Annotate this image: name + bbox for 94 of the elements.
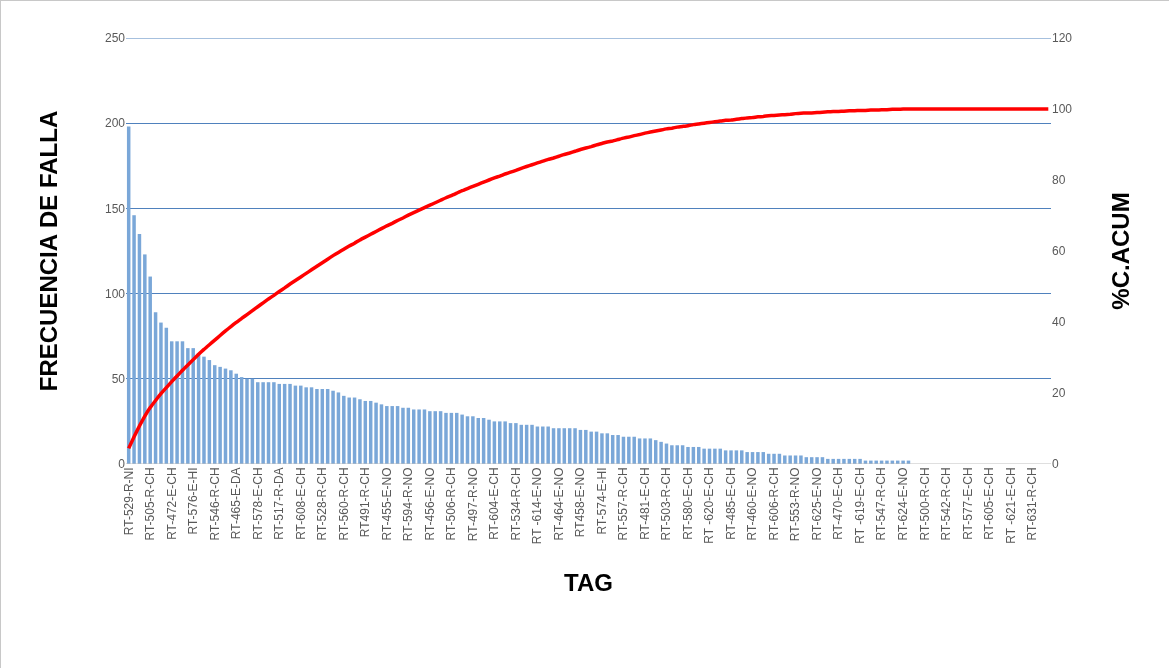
line-series [126, 107, 1051, 451]
x-tick-label: RT-605-E-CH [982, 467, 997, 540]
x-tick-label: RT-464-E-NO [551, 467, 566, 541]
y-tick-label: 50 [111, 372, 126, 386]
bar [686, 446, 690, 464]
x-tick-label: RT-506-R-CH [444, 467, 459, 541]
bar [374, 402, 378, 464]
x-tick-label: RT-594-R-NO [401, 467, 416, 542]
y2-tick-label: 120 [1052, 31, 1073, 46]
bar [557, 428, 561, 464]
y2-tick-label: 100 [1052, 102, 1073, 117]
x-tick-label: RT-547-R-CH [874, 467, 889, 541]
y-tick-label: 150 [104, 201, 126, 216]
bar [756, 452, 760, 464]
bar [315, 389, 319, 464]
bar [288, 383, 292, 464]
x-tick-label: RT-456-E-NO [422, 467, 437, 541]
x-tick-label: RT-608-E-CH [293, 467, 308, 540]
y-tick-label: 100 [104, 286, 126, 301]
y2-tick-label: 60 [1052, 244, 1066, 259]
y2-tick-label: 80 [1052, 173, 1066, 188]
bar [659, 441, 663, 464]
x-tick-label: RT -614-E-NO [530, 467, 545, 545]
bar [600, 433, 604, 464]
x-tick-label: RT-517-R-DA [272, 467, 287, 540]
x-tick-label: RT458-E-NO [573, 467, 588, 538]
x-tick-label: RT-574-E-HI [594, 467, 609, 535]
x-tick-label: RT-580-E-CH [680, 467, 695, 540]
bar [358, 399, 362, 464]
y2-tick-label: 40 [1052, 315, 1066, 330]
x-tick-label: RT-503-R-CH [659, 467, 674, 541]
x-tick-label: RT-465-E-DA [229, 467, 244, 540]
x-tick-label: RT-624-E-NO [896, 467, 911, 541]
x-tick-label: RT -621-E-CH [1003, 467, 1018, 544]
bar [815, 457, 819, 464]
bar [471, 416, 475, 464]
x-tick-label: RT-542-R-CH [939, 467, 954, 541]
bar [460, 414, 464, 464]
x-tick-label: RT-485-E-CH [723, 467, 738, 540]
bar [218, 366, 222, 464]
x-tick-label: RT-631-R-CH [1025, 467, 1040, 541]
x-tick-label: RT491-R-CH [358, 467, 373, 538]
x-tick-label: RT-481-E-CH [637, 467, 652, 540]
x-tick-label: RT-546-R-CH [207, 467, 222, 541]
bar [444, 412, 448, 464]
bar [616, 435, 620, 464]
x-tick-label: RT-578-E-CH [250, 467, 265, 540]
bar [643, 438, 647, 464]
bar [573, 428, 577, 464]
x-tick-label: RT-604-E-CH [487, 467, 502, 540]
bar [272, 382, 276, 464]
bar [530, 424, 534, 464]
x-tick-label: RT-472-E-CH [164, 467, 179, 540]
x-tick-label: RT-534-R-CH [508, 467, 523, 541]
x-axis-title: TAG [564, 568, 613, 596]
bar [713, 448, 717, 464]
bar [202, 356, 206, 464]
bar [729, 450, 733, 464]
x-tick-label: RT-576-E-HI [186, 467, 201, 535]
x-tick-label: RT-560-R-CH [336, 467, 351, 541]
bar [799, 455, 803, 464]
bar [417, 409, 421, 464]
y-tick-label: 200 [104, 116, 126, 131]
bar [245, 378, 249, 464]
x-tick-label: RT-455-E-NO [379, 467, 394, 541]
y-axis-title: FRECUENCIA DE FALLA [35, 110, 63, 392]
bar [229, 370, 233, 464]
x-tick-label: RT-497-R-NO [465, 467, 480, 542]
x-tick-label: RT-529-R-NI [121, 467, 136, 536]
x-tick-label: RT-557-R-CH [616, 467, 631, 541]
x-tick-label: RT-500-R-CH [917, 467, 932, 541]
bar [331, 390, 335, 464]
y2-tick-label: 0 [1052, 457, 1059, 472]
x-tick-label: RT-577-E-CH [960, 467, 975, 540]
bar [401, 407, 405, 464]
bar [514, 423, 518, 464]
x-tick-label: RT-528-R-CH [315, 467, 330, 541]
y-tick-label: 250 [104, 31, 126, 46]
x-tick-label: RT-553-R-NO [788, 467, 803, 542]
y2-axis-title: %C.ACUM [1106, 192, 1134, 310]
x-tick-label: RT-606-R-CH [766, 467, 781, 541]
bar [132, 215, 136, 464]
x-tick-label: RT -619-E-CH [852, 467, 867, 544]
y2-tick-label: 20 [1052, 386, 1066, 401]
x-tick-label: RT-460-E-NO [745, 467, 760, 541]
bar [487, 419, 491, 464]
x-tick-label: RT-470-E-CH [831, 467, 846, 540]
x-tick-label: RT -620-E-CH [702, 467, 717, 544]
bar [175, 341, 179, 464]
bar [702, 448, 706, 464]
bar [159, 322, 163, 464]
x-tick-label: RT-625-E-NO [809, 467, 824, 541]
x-tick-label: RT-505-R-CH [143, 467, 158, 541]
bar [772, 453, 776, 464]
